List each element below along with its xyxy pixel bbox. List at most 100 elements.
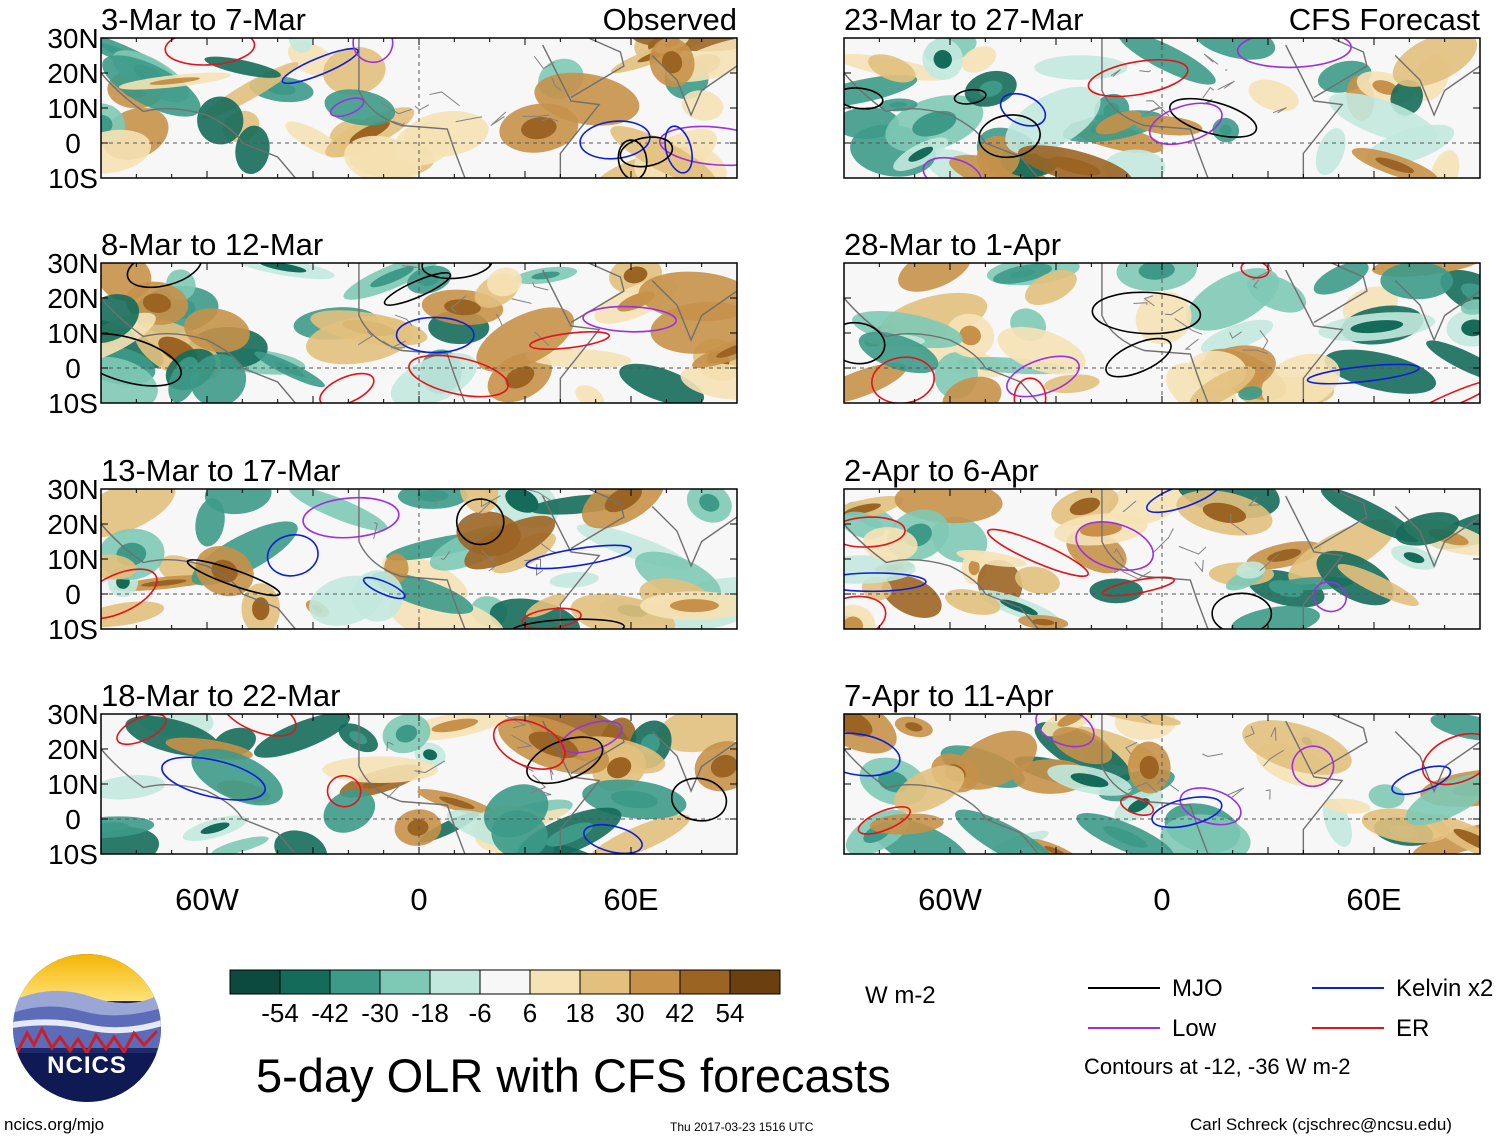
column-header: CFS Forecast xyxy=(1289,2,1481,37)
wave-contour xyxy=(1211,592,1273,629)
olr-anomaly xyxy=(997,326,1086,375)
olr-anomaly xyxy=(638,271,737,322)
olr-anomaly-core xyxy=(1460,283,1480,305)
olr-anomaly-core xyxy=(431,718,479,733)
olr-anomaly-core xyxy=(101,114,113,134)
olr-anomaly-core xyxy=(505,365,535,389)
coastline xyxy=(844,714,1480,854)
wave-contour xyxy=(161,756,266,801)
olr-anomaly xyxy=(344,135,422,178)
olr-anomaly xyxy=(894,765,965,814)
colorbar-box xyxy=(729,969,781,995)
country-border xyxy=(1263,749,1284,767)
colorbar-label: -18 xyxy=(411,998,449,1028)
country-border xyxy=(1242,349,1268,355)
olr-anomaly-core xyxy=(933,49,952,69)
olr-anomaly xyxy=(211,836,269,854)
panel-date-range: 8-Mar to 12-Mar xyxy=(101,227,323,262)
colorbar-label: 42 xyxy=(666,998,695,1028)
wave-contour xyxy=(383,272,452,306)
wave-contour xyxy=(844,321,886,365)
lat-tick-label: 10S xyxy=(48,839,98,870)
column-header: Observed xyxy=(603,2,737,37)
wave-contour xyxy=(521,607,582,629)
panel-map xyxy=(101,714,737,854)
country-border xyxy=(1270,727,1277,741)
olr-anomaly-core xyxy=(407,819,429,836)
olr-anomaly-core xyxy=(505,489,539,513)
wave-contour xyxy=(164,38,256,66)
coastline xyxy=(844,489,1480,629)
olr-anomaly-core xyxy=(1031,618,1055,626)
olr-anomaly xyxy=(1247,274,1307,313)
olr-anomaly xyxy=(868,54,916,83)
olr-anomaly xyxy=(619,363,705,403)
country-border xyxy=(434,497,441,506)
country-border xyxy=(522,114,549,117)
wave-contour xyxy=(922,156,982,178)
colorbar-units: W m-2 xyxy=(865,982,936,1009)
country-border xyxy=(380,102,413,115)
wave-contour xyxy=(844,516,906,548)
wave-contour xyxy=(1013,377,1047,403)
colorbar-box xyxy=(529,969,581,995)
olr-anomaly xyxy=(1034,55,1128,80)
olr-anomaly xyxy=(961,46,997,73)
olr-anomaly xyxy=(942,376,1002,403)
country-border xyxy=(1121,570,1152,580)
olr-anomaly-core xyxy=(211,559,238,583)
olr-anomaly xyxy=(1315,128,1346,176)
olr-anomaly-core xyxy=(889,102,908,108)
olr-anomaly xyxy=(1014,566,1060,595)
country-border xyxy=(551,77,562,91)
olr-anomaly xyxy=(1320,489,1420,543)
panel-map xyxy=(844,714,1480,854)
wave-contour xyxy=(526,736,604,785)
olr-anomaly xyxy=(1380,263,1454,300)
wave-contour xyxy=(844,572,927,593)
colorbar-label: 6 xyxy=(523,998,537,1028)
lat-tick-label: 0 xyxy=(65,579,81,610)
olr-anomaly xyxy=(235,125,270,174)
wave-contour xyxy=(525,544,632,570)
olr-anomaly xyxy=(524,348,632,369)
olr-anomaly-core xyxy=(699,493,720,512)
olr-anomaly xyxy=(253,714,351,758)
lat-tick-label: 20N xyxy=(47,509,98,540)
olr-anomaly xyxy=(1242,720,1352,775)
olr-anomaly xyxy=(858,331,939,374)
wave-contour xyxy=(1151,796,1223,829)
country-border xyxy=(1140,714,1153,723)
panel-map xyxy=(101,38,737,178)
olr-anomaly-core xyxy=(1139,755,1159,780)
wave-contour xyxy=(1105,337,1172,378)
country-border xyxy=(1184,338,1199,350)
olr-anomaly-core xyxy=(669,599,719,613)
wave-contour xyxy=(583,823,643,854)
wave-contour xyxy=(395,316,475,354)
legend-label: ER xyxy=(1396,1015,1429,1042)
olr-anomaly-core xyxy=(349,121,390,144)
olr-anomaly-core xyxy=(716,341,737,358)
country-border xyxy=(1227,787,1245,798)
lat-tick-label: 10S xyxy=(48,614,98,645)
olr-anomaly xyxy=(456,511,521,556)
wave-contour xyxy=(582,305,677,333)
country-border xyxy=(1259,330,1269,351)
wave-contour xyxy=(619,136,674,168)
olr-anomaly xyxy=(1238,386,1263,401)
olr-anomaly xyxy=(844,74,918,108)
olr-anomaly-core xyxy=(149,77,200,85)
colorbar-label: -30 xyxy=(361,998,399,1028)
olr-anomaly xyxy=(1313,263,1369,295)
country-border xyxy=(1203,53,1219,65)
country-border xyxy=(1253,279,1260,289)
olr-anomaly xyxy=(956,550,1028,568)
olr-anomaly xyxy=(1261,353,1341,403)
country-border xyxy=(495,313,503,326)
country-border xyxy=(1230,513,1248,535)
panel-map xyxy=(844,38,1480,178)
olr-anomaly xyxy=(389,594,505,629)
olr-anomaly-core xyxy=(1009,269,1036,279)
wave-contour xyxy=(1145,489,1221,514)
